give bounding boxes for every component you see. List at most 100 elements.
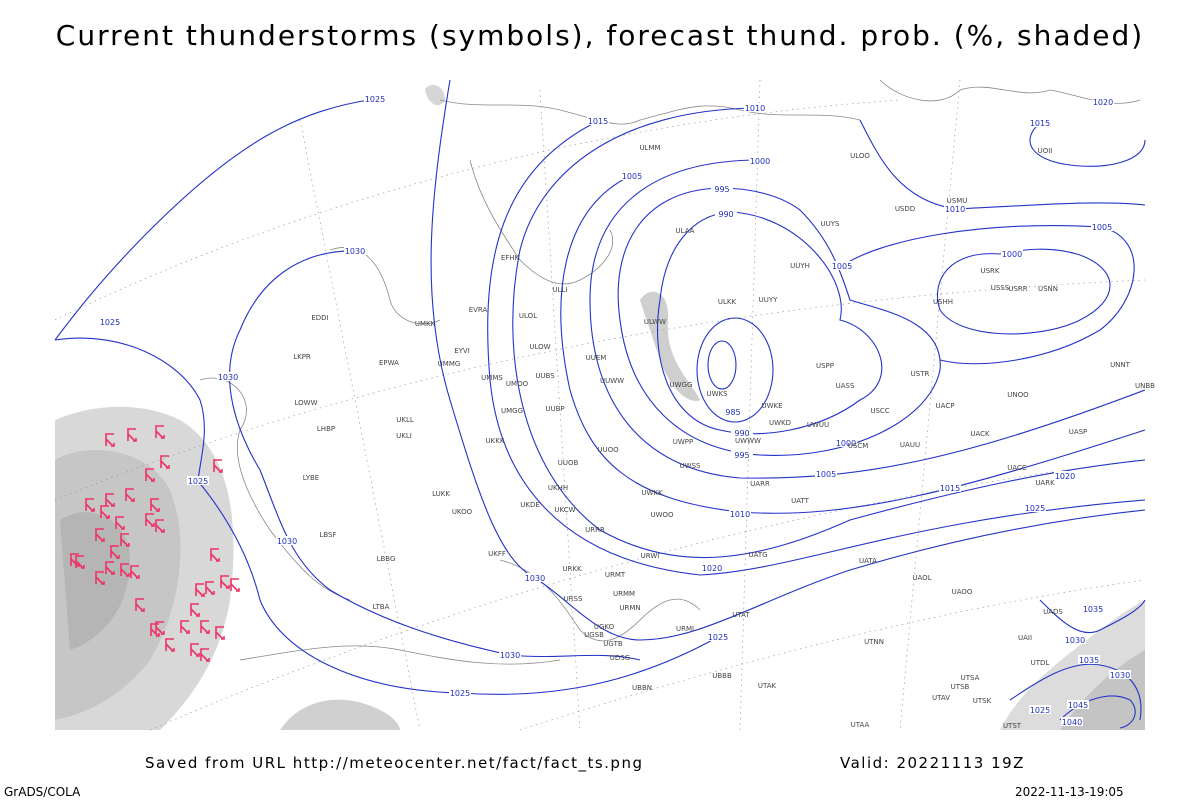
station-code: UUEM — [586, 354, 607, 362]
station-code: UKDE — [520, 501, 540, 509]
thunderstorm-symbol — [145, 468, 155, 482]
station-code: USTR — [911, 370, 930, 378]
station-code: UBBB — [712, 672, 732, 680]
thunderstorm-symbol — [155, 621, 165, 635]
thunderstorm-symbol — [95, 528, 105, 542]
thunderstorm-symbol — [205, 581, 215, 595]
isobar-label: 1025 — [450, 689, 470, 698]
isobar-label-bg — [1054, 471, 1076, 480]
thunderstorm-symbol — [120, 533, 130, 547]
shade — [280, 699, 400, 730]
station-code: UMKK — [415, 320, 436, 328]
isobar-label: 1010 — [745, 104, 765, 113]
thunderstorm-symbol — [230, 578, 240, 592]
isobar-label: 1025 — [365, 95, 385, 104]
station-code: UWKK — [641, 489, 663, 497]
station-code: UMMS — [481, 374, 503, 382]
station-code: UTDL — [1031, 659, 1050, 667]
station-code: EYVI — [454, 347, 470, 355]
station-code: UKLI — [396, 432, 412, 440]
thunderstorm-symbol — [215, 626, 225, 640]
station-code: UACC — [1007, 464, 1027, 472]
station-code: UUYH — [790, 262, 810, 270]
isobar-label-bg — [1091, 222, 1113, 231]
station-code: UWKS — [706, 390, 728, 398]
station-code: UTAA — [851, 721, 870, 729]
station-code: UWSS — [680, 462, 701, 470]
thunderstorm-symbol — [210, 548, 220, 562]
isobar-label-bg — [1092, 97, 1114, 106]
thunderstorm-symbol — [200, 620, 210, 634]
station-code: USRK — [980, 267, 999, 275]
isobar-label: 1015 — [588, 117, 608, 126]
thunderstorm-symbol — [75, 555, 85, 569]
isobar-label: 985 — [725, 408, 740, 417]
coastline — [469, 159, 613, 285]
station-code: ULAA — [676, 227, 695, 235]
thunderstorm-symbol — [120, 563, 130, 577]
station-code: ULOO — [850, 152, 870, 160]
station-code: ULOL — [519, 312, 537, 320]
thunderstorm-symbol — [95, 571, 105, 585]
station-code: ULOW — [529, 343, 550, 351]
station-code: UAUU — [900, 441, 920, 449]
isobar-label-bg — [1024, 503, 1046, 512]
grid-line — [739, 79, 761, 731]
isobar-label: 1010 — [730, 510, 750, 519]
isobar-label: 1000 — [836, 439, 856, 448]
station-code: UWKD — [769, 419, 791, 427]
isobar — [841, 225, 1135, 365]
station-code: URMT — [605, 571, 626, 579]
isobar-label: 1045 — [1068, 701, 1088, 710]
station-code: USHH — [933, 298, 953, 306]
grid-line — [539, 89, 581, 731]
thunderstorm-symbols — [70, 425, 240, 662]
station-code: ULMM — [639, 144, 660, 152]
isobar-label: 1035 — [1083, 605, 1103, 614]
thunderstorm-symbol — [160, 455, 170, 469]
thunderstorm-symbol — [200, 648, 210, 662]
valid-time: Valid: 20221113 19Z — [840, 754, 1025, 772]
isobar-label-bg — [1061, 717, 1083, 726]
isobar-label: 1005 — [832, 262, 852, 271]
isobar — [1009, 663, 1142, 721]
credit: GrADS/COLA — [4, 785, 81, 799]
timestamp: 2022-11-13-19:05 — [1015, 785, 1124, 799]
station-code: UWKE — [761, 402, 782, 410]
isobar-label: 1030 — [277, 537, 297, 546]
station-code: USSS — [991, 284, 1010, 292]
isobar — [696, 317, 774, 423]
isobar-label: 995 — [734, 451, 749, 460]
station-code: UUOB — [558, 459, 579, 467]
isobar-label: 1030 — [1110, 671, 1130, 680]
station-code: UGSB — [584, 631, 604, 639]
thunderstorm-symbol — [155, 425, 165, 439]
grid-line — [299, 119, 421, 731]
isobar-label-bg — [711, 184, 733, 193]
coastline — [199, 377, 351, 601]
station-code: UUWW — [600, 377, 624, 385]
station-code: LTBA — [373, 603, 390, 611]
isobar-label: 990 — [718, 210, 733, 219]
station-code: USCC — [870, 407, 889, 415]
isobar-label-bg — [1078, 655, 1100, 664]
station-code: UTAT — [732, 611, 750, 619]
thunderstorm-symbol — [105, 561, 115, 575]
station-code: ULWW — [644, 318, 666, 326]
station-code: UBBN — [632, 684, 652, 692]
station-code: URML — [676, 625, 696, 633]
station-code: EVRA — [469, 306, 488, 314]
isobar-label-bg — [99, 317, 121, 326]
isobar-label: 1010 — [945, 205, 965, 214]
thunderstorm-symbol — [195, 583, 205, 597]
station-code: UWGG — [670, 381, 693, 389]
station-code: UASS — [836, 382, 855, 390]
isobar-label: 1030 — [345, 247, 365, 256]
isobar-label: 1025 — [100, 318, 120, 327]
isobar-label: 1025 — [708, 633, 728, 642]
isobar-label-bg — [944, 204, 966, 213]
station-code: URRR — [585, 526, 605, 534]
isobar — [1029, 122, 1146, 167]
isobar-label-bg — [729, 509, 751, 518]
grid-line — [54, 279, 1146, 501]
